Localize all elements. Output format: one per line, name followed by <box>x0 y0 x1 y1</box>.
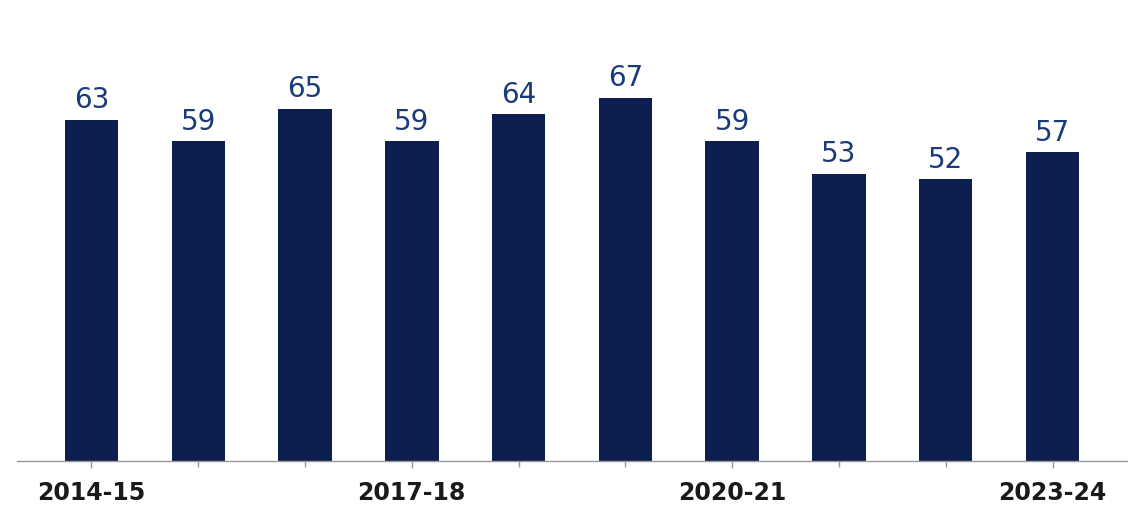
Text: 65: 65 <box>287 75 323 103</box>
Text: 57: 57 <box>1035 118 1070 147</box>
Text: 59: 59 <box>715 108 749 136</box>
Text: 59: 59 <box>395 108 429 136</box>
Bar <box>919 179 972 460</box>
Text: 63: 63 <box>73 86 109 114</box>
Bar <box>278 109 332 460</box>
Bar <box>386 141 438 460</box>
Bar <box>706 141 758 460</box>
Bar <box>172 141 225 460</box>
Text: 52: 52 <box>928 146 963 174</box>
Text: 67: 67 <box>607 64 643 92</box>
Text: 53: 53 <box>821 140 857 168</box>
Bar <box>1026 152 1079 460</box>
Text: 64: 64 <box>501 81 537 109</box>
Bar <box>492 114 546 460</box>
Bar <box>812 174 866 460</box>
Text: 59: 59 <box>181 108 216 136</box>
Bar <box>598 98 652 460</box>
Bar <box>65 120 118 460</box>
